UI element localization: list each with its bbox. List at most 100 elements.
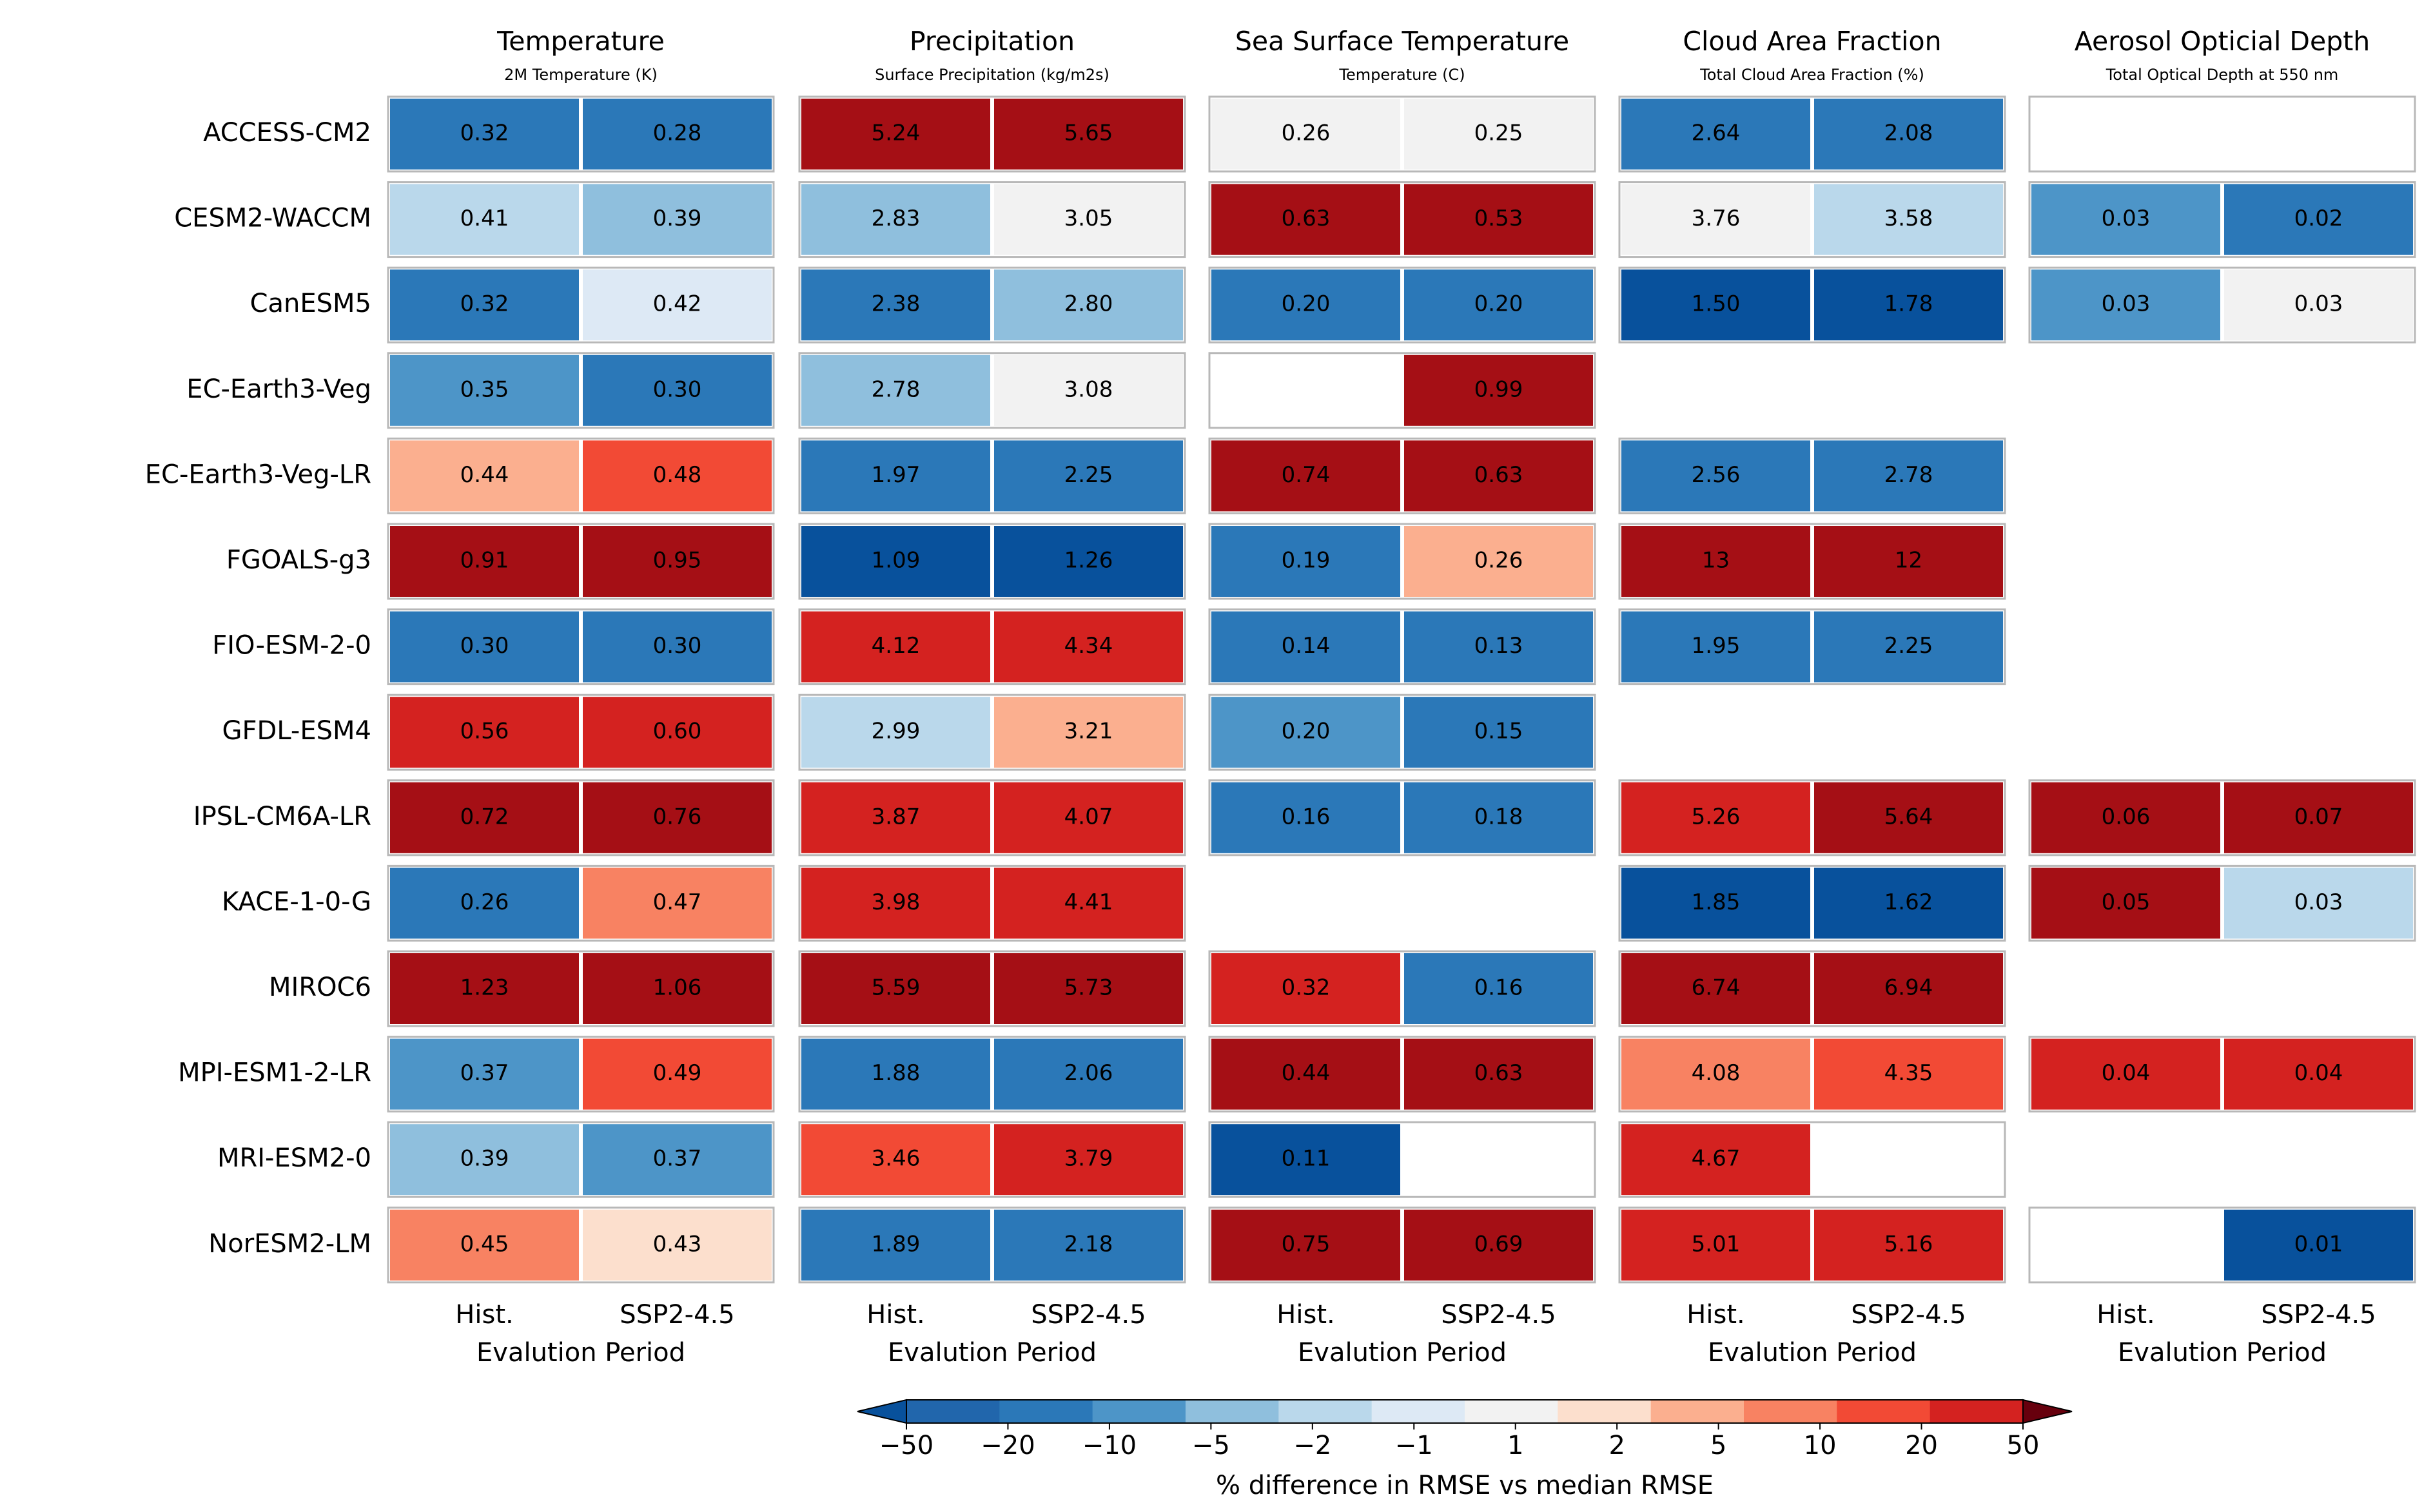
cell-value: 0.72 — [460, 804, 509, 829]
row-frame — [387, 950, 775, 1027]
panel-4: Aerosol Opticial Depth Total Optical Dept… — [2028, 26, 2417, 1368]
row-frame — [1618, 437, 2006, 514]
cell-value: 2.78 — [872, 376, 921, 402]
cell-value: 0.30 — [653, 376, 702, 402]
cell-value: 0.75 — [1282, 1231, 1331, 1257]
heatmap-cell — [1617, 778, 1814, 857]
cell-value: 0.19 — [1282, 548, 1331, 574]
cell-value: 0.43 — [653, 1231, 702, 1257]
table-row: 5.01 5.16 — [1617, 1205, 2007, 1284]
cell-value: 0.20 — [1282, 291, 1331, 317]
row-label-fgoals-g3: FGOALS-g3 — [226, 545, 371, 575]
colorbar-segment — [1744, 1400, 1837, 1423]
heatmap-cell — [1810, 522, 2007, 601]
row-label-access-cm2: ACCESS-CM2 — [203, 118, 371, 148]
panel-1: Precipitation Surface Precipitation (kg/m… — [797, 26, 1187, 1368]
table-row: 1.89 2.18 — [797, 1205, 1187, 1284]
cell-value: 6.94 — [1884, 975, 1933, 1001]
heatmap-cell — [579, 266, 776, 345]
cell-value: 2.64 — [1692, 121, 1741, 146]
model-row-labels: ACCESS-CM2 CESM2-WACCM CanESM5 EC-Earth3-Ve… — [145, 118, 371, 1259]
x-tick-label: Hist. — [1276, 1300, 1334, 1330]
cell-value: 0.91 — [460, 548, 509, 574]
table-row: 0.20 0.20 — [1207, 266, 1597, 345]
heatmap-cell — [579, 778, 776, 857]
cell-value: 4.35 — [1884, 1060, 1933, 1086]
table-row: 13 12 — [1617, 522, 2007, 601]
cell-value: 2.08 — [1884, 121, 1933, 146]
cell-value: 0.04 — [2102, 1060, 2151, 1086]
cell-value: 2.25 — [1884, 633, 1933, 659]
heatmap-cell — [1810, 1120, 2007, 1199]
cell-value: 0.63 — [1474, 462, 1523, 488]
x-tick-label: Hist. — [866, 1300, 924, 1330]
table-row: 0.32 0.42 — [386, 266, 776, 345]
table-row: 4.12 4.34 — [797, 607, 1187, 686]
row-frame — [2028, 95, 2416, 173]
colorbar-tick-label: 5 — [1710, 1431, 1726, 1460]
table-row: 5.59 5.73 — [797, 949, 1187, 1028]
table-row: 0.91 0.95 — [386, 522, 776, 601]
cell-value: 0.53 — [1474, 206, 1523, 231]
cell-value: 1.09 — [872, 548, 921, 574]
row-frame — [798, 779, 1186, 857]
table-row: 0.35 0.30 — [386, 351, 776, 430]
cell-value: 0.20 — [1282, 719, 1331, 744]
heatmap-cell — [2028, 1205, 2224, 1284]
row-frame — [798, 352, 1186, 429]
cell-value: 0.03 — [2294, 291, 2343, 317]
row-frame — [798, 608, 1186, 686]
cell-value: 1.26 — [1064, 548, 1113, 574]
cell-value: 1.50 — [1692, 291, 1741, 317]
row-label-gfdl-esm4: GFDL-ESM4 — [222, 716, 371, 746]
row-frame — [798, 693, 1186, 771]
cell-value: 0.44 — [460, 462, 509, 488]
table-row: 3.46 3.79 — [797, 1120, 1187, 1199]
row-frame — [2028, 1207, 2416, 1284]
table-row: 0.45 0.43 — [386, 1205, 776, 1284]
cell-value: 5.59 — [872, 975, 921, 1001]
cell-value: 1.95 — [1692, 633, 1741, 659]
row-frame — [1208, 266, 1596, 344]
panel-title: Cloud Area Fraction — [1683, 26, 1941, 57]
cell-value: 0.15 — [1474, 719, 1523, 744]
row-frame — [387, 352, 775, 429]
cell-value: 5.16 — [1884, 1231, 1933, 1257]
cell-value: 0.76 — [653, 804, 702, 829]
row-frame — [1618, 523, 2006, 600]
heatmap-cell — [1400, 180, 1597, 259]
cell-value: 2.06 — [1064, 1060, 1113, 1086]
row-frame — [2028, 779, 2416, 857]
cell-value: 0.60 — [653, 719, 702, 744]
row-frame — [1618, 1207, 2006, 1284]
cell-value: 5.01 — [1692, 1231, 1741, 1257]
cell-value: 0.49 — [653, 1060, 702, 1086]
colorbar-tick-label: 50 — [2007, 1431, 2040, 1460]
colorbar-under-extension — [857, 1399, 907, 1424]
row-frame — [1208, 950, 1596, 1027]
x-tick-label: Hist. — [2096, 1300, 2155, 1330]
table-row: 0.20 0.15 — [1207, 693, 1597, 772]
cell-value: 0.99 — [1474, 376, 1523, 402]
cell-value: 2.80 — [1064, 291, 1113, 317]
cell-value: 0.95 — [653, 548, 702, 574]
panel-subtitle: Total Optical Depth at 550 nm — [2106, 66, 2339, 84]
row-label-canesm5: CanESM5 — [250, 289, 371, 318]
colorbar-tick-label: −1 — [1395, 1431, 1433, 1460]
row-frame — [798, 1121, 1186, 1198]
table-row — [2028, 95, 2417, 173]
heatmap-cell — [990, 864, 1187, 943]
table-row: 4.67 — [1617, 1120, 2007, 1199]
table-row: 5.26 5.64 — [1617, 778, 2007, 857]
colorbar-segment — [1186, 1400, 1279, 1423]
row-label-ipsl-cm6a-lr: IPSL-CM6A-LR — [193, 802, 371, 831]
row-frame — [1618, 95, 2006, 173]
table-row: 2.78 3.08 — [797, 351, 1187, 430]
cell-value: 1.89 — [872, 1231, 921, 1257]
heatmap-cell — [1207, 351, 1404, 430]
cell-value: 0.45 — [460, 1231, 509, 1257]
cell-value: 5.73 — [1064, 975, 1113, 1001]
cell-value: 0.14 — [1282, 633, 1331, 659]
panel-subtitle: Total Cloud Area Fraction (%) — [1699, 66, 1924, 84]
